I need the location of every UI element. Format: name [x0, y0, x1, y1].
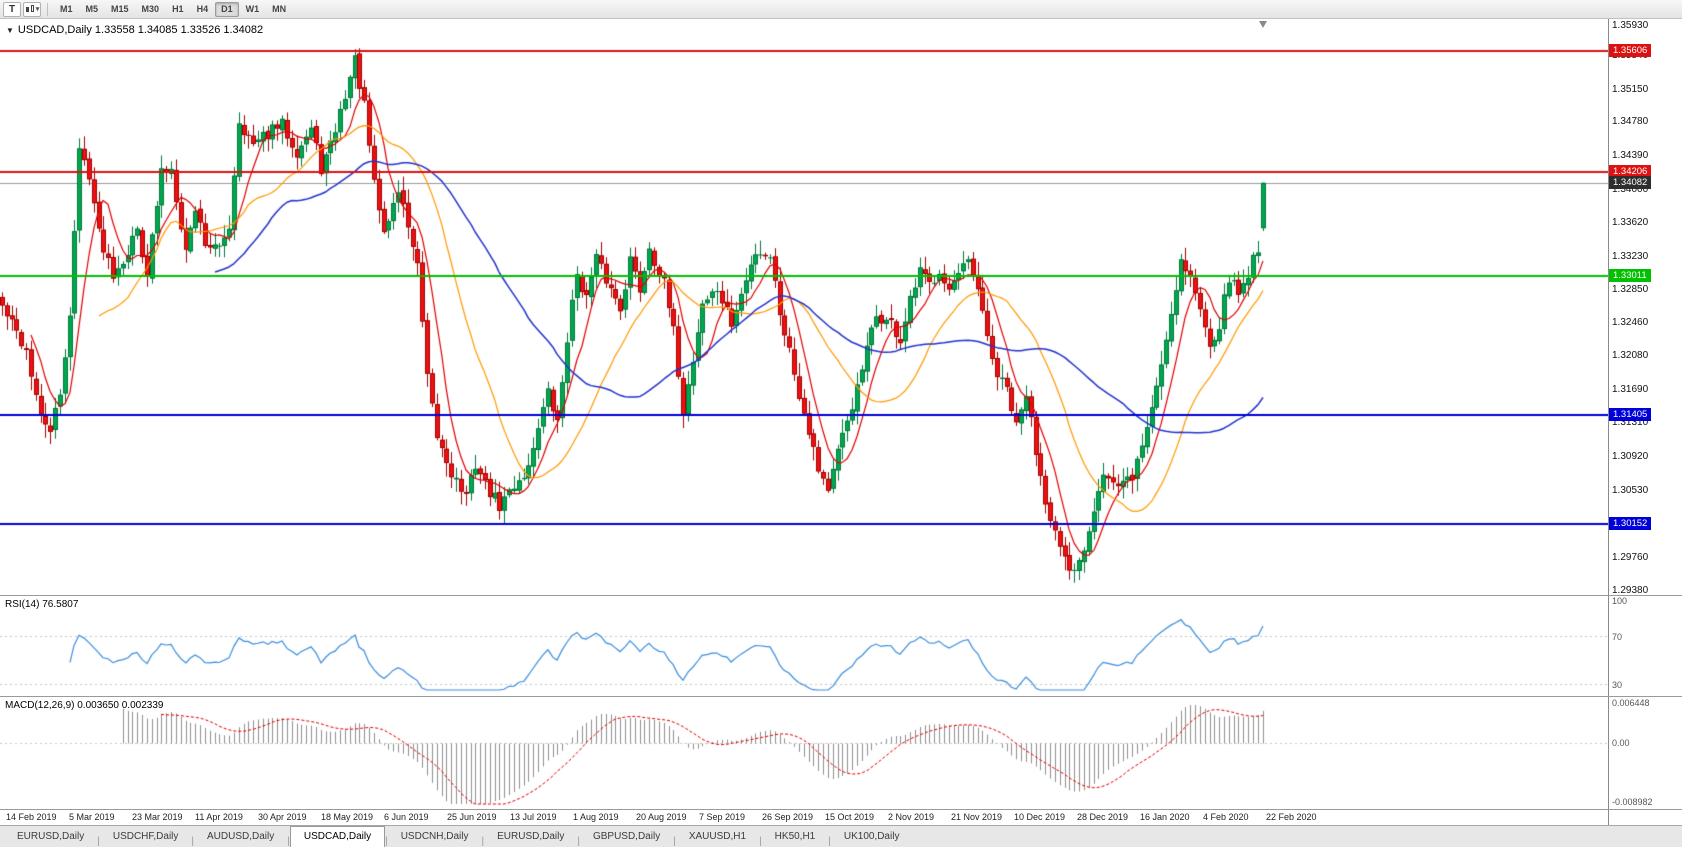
tab-separator: |: [759, 836, 762, 847]
tab-separator: |: [673, 836, 676, 847]
tab-separator: |: [97, 836, 100, 847]
time-axis-label: 5 Mar 2019: [69, 812, 115, 822]
tab-separator: |: [287, 836, 290, 847]
time-axis-label: 16 Jan 2020: [1140, 812, 1190, 822]
price-axis[interactable]: [1608, 19, 1682, 825]
time-axis-label: 28 Dec 2019: [1077, 812, 1129, 822]
chart-symbol-icon: ▼: [6, 25, 14, 35]
chart-tab-usdcad-daily[interactable]: USDCAD,Daily: [289, 826, 386, 847]
time-axis-label: 10 Dec 2019: [1014, 812, 1066, 822]
chart-tab-xauusd-h1[interactable]: XAUUSD,H1: [688, 831, 747, 842]
chart-title: ▼ USDCAD,Daily 1.33558 1.34085 1.33526 1…: [6, 24, 263, 36]
price-chart-canvas[interactable]: [0, 19, 1608, 595]
rsi-indicator-canvas[interactable]: [0, 596, 1608, 696]
timeframe-button-h4[interactable]: H4: [191, 2, 215, 17]
time-axis-label: 22 Feb 2020: [1266, 812, 1317, 822]
tab-separator: |: [828, 836, 831, 847]
time-axis-label: 25 Jun 2019: [447, 812, 497, 822]
time-axis-label: 4 Feb 2020: [1203, 812, 1249, 822]
panel-separator[interactable]: [0, 696, 1682, 697]
timeframe-button-m15[interactable]: M15: [105, 2, 135, 17]
timeframe-button-m30[interactable]: M30: [136, 2, 166, 17]
time-axis-label: 2 Nov 2019: [888, 812, 935, 822]
timeframe-button-w1[interactable]: W1: [240, 2, 266, 17]
chart-style-dropdown-button[interactable]: ▾: [23, 1, 41, 17]
time-axis-label: 15 Oct 2019: [825, 812, 875, 822]
time-axis-label: 20 Aug 2019: [636, 812, 687, 822]
time-axis-label: 21 Nov 2019: [951, 812, 1003, 822]
panel-separator[interactable]: [0, 595, 1682, 596]
text-tool-icon: T: [8, 3, 16, 15]
macd-indicator-label: MACD(12,26,9) 0.003650 0.002339: [5, 700, 164, 711]
time-axis-label: 13 Jul 2019: [510, 812, 557, 822]
chart-tab-gbpusd-daily[interactable]: GBPUSD,Daily: [592, 831, 661, 842]
chevron-down-icon: ▾: [35, 6, 40, 13]
time-axis-label: 6 Jun 2019: [384, 812, 429, 822]
timeframe-button-h1[interactable]: H1: [166, 2, 190, 17]
text-tool-button[interactable]: T: [3, 1, 21, 17]
tab-separator: |: [577, 836, 580, 847]
chart-tab-eurusd-daily[interactable]: EURUSD,Daily: [17, 831, 85, 842]
time-axis-label: 30 Apr 2019: [258, 812, 307, 822]
chart-tab-eurusd-daily[interactable]: EURUSD,Daily: [497, 831, 565, 842]
toolbar-separator: [47, 2, 48, 16]
candlestick-icon: [25, 5, 34, 12]
time-axis-label: 7 Sep 2019: [699, 812, 746, 822]
chart-tab-hk50-h1[interactable]: HK50,H1: [774, 831, 816, 842]
time-axis-label: 23 Mar 2019: [132, 812, 183, 822]
macd-indicator-canvas[interactable]: [0, 697, 1608, 809]
toolbar: T ▾ M1 M5 M15 M30 H1 H4 D1 W1 MN: [0, 0, 1682, 19]
tab-separator: |: [191, 836, 195, 847]
panel-separator: [0, 809, 1682, 810]
timeframe-button-m5[interactable]: M5: [80, 2, 105, 17]
chart-tab-usdchf-daily[interactable]: USDCHF,Daily: [112, 831, 179, 842]
rsi-indicator-label: RSI(14) 76.5807: [5, 599, 79, 610]
time-axis-label: 11 Apr 2019: [195, 812, 243, 822]
time-axis[interactable]: 14 Feb 2019 5 Mar 2019 23 Mar 2019 11 Apr 2…: [0, 810, 1608, 825]
chart-ohlc-text: USDCAD,Daily 1.33558 1.34085 1.33526 1.3…: [17, 24, 264, 36]
time-axis-label: 26 Sep 2019: [762, 812, 814, 822]
chart-tab-uk100-daily[interactable]: UK100,Daily: [843, 831, 900, 842]
time-axis-label: 18 May 2019: [321, 812, 374, 822]
chart-tab-audusd-daily[interactable]: AUDUSD,Daily: [207, 831, 275, 842]
timeframe-button-d1[interactable]: D1: [215, 1, 239, 17]
chart-tab-usdcnh-daily[interactable]: USDCNH,Daily: [400, 831, 469, 842]
timeframe-button-group: M1 M5 M15 M30 H1 H4 D1 W1 MN: [54, 1, 292, 17]
tab-separator: |: [481, 836, 485, 847]
tab-separator: |: [385, 836, 388, 847]
timeframe-button-m1[interactable]: M1: [54, 2, 79, 17]
time-axis-label: 14 Feb 2019: [6, 812, 57, 822]
time-axis-label: 1 Aug 2019: [573, 812, 619, 822]
chart-shift-marker[interactable]: [1259, 21, 1267, 28]
timeframe-button-mn[interactable]: MN: [266, 2, 292, 17]
chart-tab-bar: EURUSD,Daily | USDCHF,Daily | AUDUSD,Daily | U…: [0, 825, 1682, 847]
